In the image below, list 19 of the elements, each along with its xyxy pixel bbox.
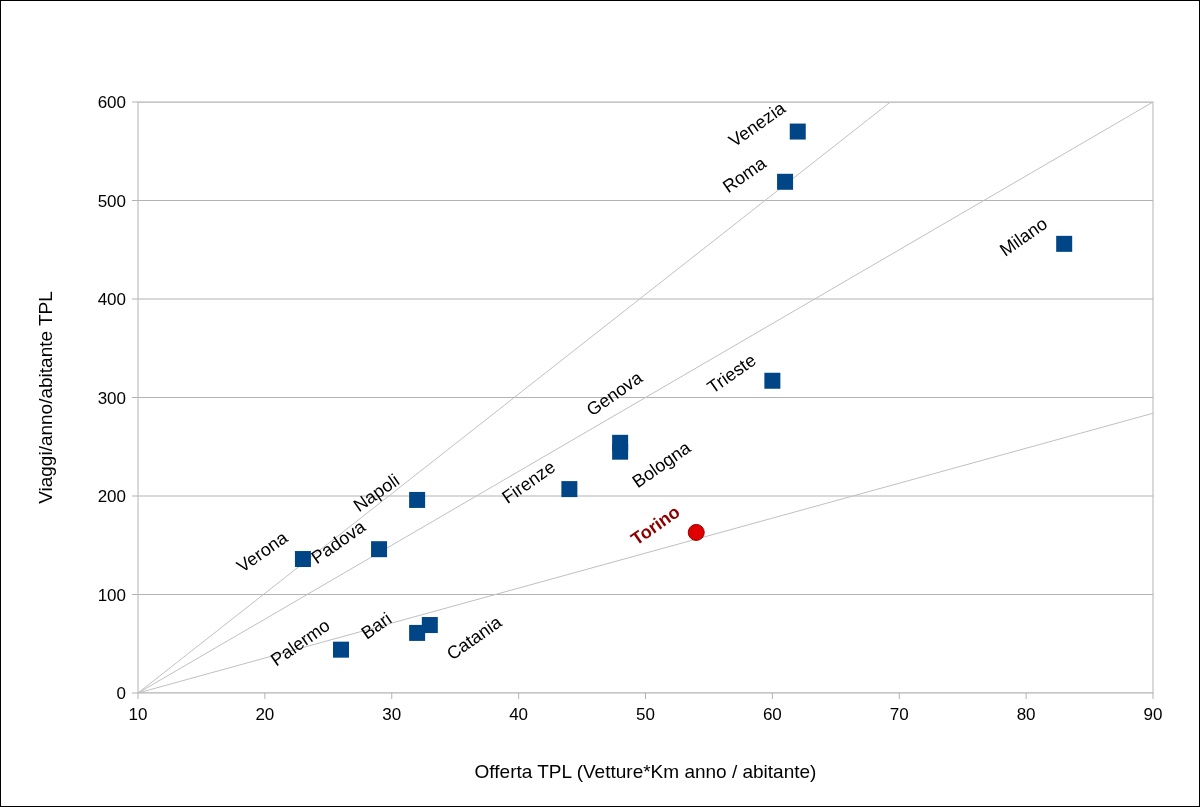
x-tick-label: 80 (1016, 705, 1036, 724)
y-axis-title: Viaggi/anno/abitante TPL (35, 291, 56, 504)
x-tick-label: 20 (255, 705, 275, 724)
y-tick-label: 500 (97, 191, 126, 211)
x-axis-title: Offerta TPL (Vetture*Km anno / abitante) (474, 761, 817, 782)
y-tick-label: 400 (97, 290, 126, 309)
y-tick-label: 300 (97, 388, 126, 408)
y-tick-label: 100 (97, 585, 126, 605)
y-tick-label: 200 (97, 487, 126, 506)
x-tick-label: 40 (509, 705, 529, 724)
x-tick-label: 70 (889, 705, 909, 724)
x-tick-label: 10 (128, 705, 148, 724)
x-tick-label: 60 (762, 705, 782, 724)
x-tick-label: 50 (636, 705, 655, 724)
x-tick-label: 90 (1143, 705, 1163, 724)
annotation: Bari (357, 608, 396, 644)
y-tick-label: 600 (97, 93, 126, 112)
y-tick-label: 0 (116, 684, 126, 703)
x-tick-label: 30 (382, 705, 402, 724)
